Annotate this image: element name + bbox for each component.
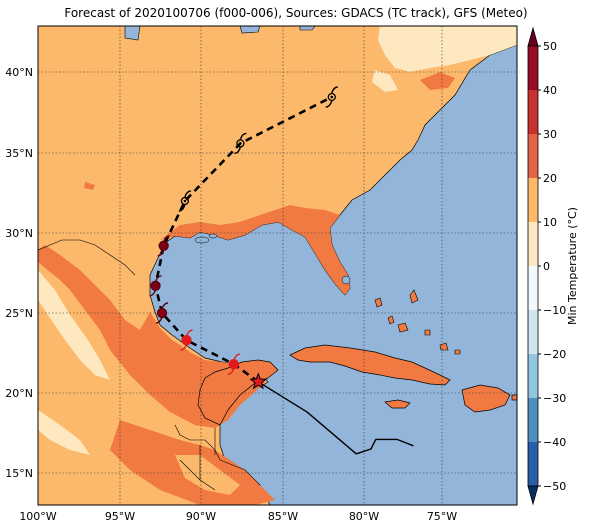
storm-symbol (157, 235, 170, 257)
colorbar-block (528, 178, 538, 222)
colorbar-tick-label: −50 (543, 480, 566, 493)
land-central-america-detail (175, 455, 240, 495)
lat-axis: 40°N 35°N 30°N 25°N 20°N 15°N (5, 66, 33, 480)
colorbar-blocks (528, 46, 538, 486)
lat-tick: 20°N (5, 387, 33, 400)
colorbar: 50 40 30 20 10 0 −10 −20 −30 −40 −50 Min Temperatu… (527, 26, 579, 506)
lon-tick: 75°W (427, 510, 457, 523)
cool-northeast (378, 26, 517, 72)
storm-symbol (325, 86, 338, 108)
warm-spot-ohio (84, 182, 95, 190)
colorbar-tick-label: −10 (543, 304, 566, 317)
colorbar-tick-label: −20 (543, 348, 566, 361)
colorbar-tick-label: −40 (543, 436, 566, 449)
colorbar-tick-label: 50 (543, 40, 557, 53)
land-puerto-rico (511, 394, 517, 401)
colorbar-block (528, 222, 538, 266)
colorbar-block (528, 134, 538, 178)
cool-mexico-south (38, 410, 90, 455)
past-track (257, 381, 414, 455)
colorbar-block (528, 266, 538, 310)
lon-tick: 85°W (268, 510, 298, 523)
storm-symbol (180, 329, 193, 351)
storm-symbol (178, 190, 191, 212)
lat-tick: 30°N (5, 227, 33, 240)
colorbar-top-arrow (527, 26, 539, 47)
borders (38, 239, 261, 491)
storm-symbol (155, 302, 169, 324)
colorbar-ticks: 50 40 30 20 10 0 −10 −20 −30 −40 −50 (538, 40, 566, 493)
colorbar-tick-label: 20 (543, 172, 557, 185)
warm-texas-west (38, 250, 80, 292)
colorbar-block (528, 442, 538, 486)
colorbar-block (528, 398, 538, 442)
lon-tick: 80°W (349, 510, 379, 523)
colorbar-tick-label: 40 (543, 84, 557, 97)
storm-symbol (234, 132, 247, 155)
cool-appalachia (372, 70, 398, 92)
colorbar-block (528, 310, 538, 354)
map-title: Forecast of 2020100706 (f000-006), Sourc… (64, 6, 528, 20)
land-jamaica (384, 399, 411, 409)
bahamas (374, 289, 461, 355)
lat-tick: 25°N (5, 307, 33, 320)
warm-northeast-patch (420, 72, 455, 90)
lon-axis: 100°W 95°W 90°W 85°W 80°W 75°W (19, 510, 457, 523)
warm-gulf-coast (160, 205, 350, 295)
colorbar-label: Min Temperature (°C) (566, 207, 579, 325)
colorbar-block (528, 354, 538, 398)
lon-tick: 100°W (19, 510, 56, 523)
colorbar-block (528, 46, 538, 90)
current-position-star (249, 372, 268, 390)
colorbar-tick-label: 30 (543, 128, 557, 141)
lat-tick: 40°N (5, 66, 33, 79)
colorbar-bottom-arrow (527, 485, 539, 506)
lon-tick: 90°W (186, 510, 216, 523)
storm-symbols (149, 86, 338, 390)
map-area (38, 26, 517, 505)
colorbar-tick-label: 10 (543, 216, 557, 229)
land-hispaniola (461, 384, 511, 413)
storm-symbol (227, 353, 240, 375)
colorbar-block (528, 90, 538, 134)
lat-tick: 15°N (5, 467, 33, 480)
land-cuba (289, 344, 451, 386)
map-frame (37, 25, 518, 506)
colorbar-tick-label: −30 (543, 392, 566, 405)
lon-tick: 95°W (105, 510, 135, 523)
lat-tick: 35°N (5, 147, 33, 160)
cool-mexico-plateau (38, 270, 110, 380)
colorbar-tick-label: 0 (543, 260, 550, 273)
storm-symbol (149, 275, 162, 297)
